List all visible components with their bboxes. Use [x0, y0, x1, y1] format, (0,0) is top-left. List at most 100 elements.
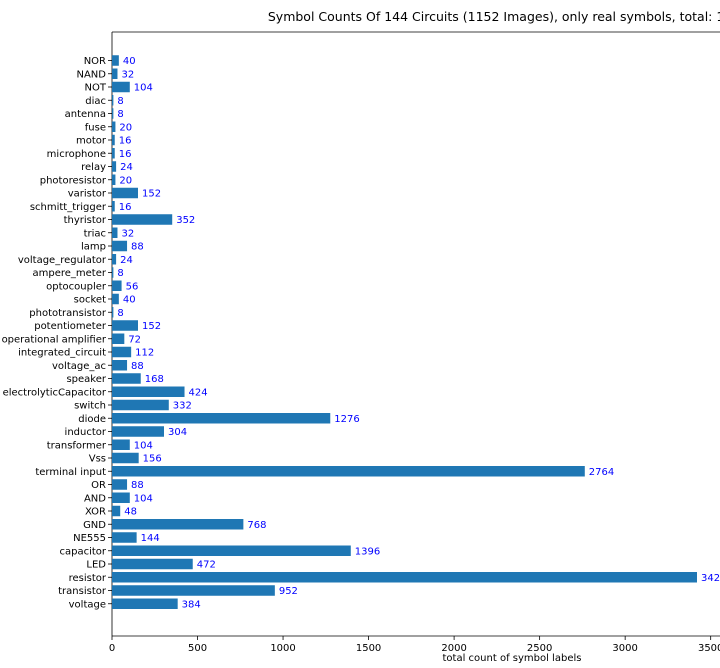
- bar-lamp: [112, 240, 128, 252]
- chart-title: Symbol Counts Of 144 Circuits (1152 Imag…: [267, 9, 720, 24]
- bar-schmitt_trigger: [112, 201, 115, 212]
- bar-value-label: 1396: [355, 546, 380, 557]
- bar-and: [112, 492, 130, 503]
- bar-terminal-input: [112, 466, 585, 477]
- y-tick-label: photoresistor: [40, 175, 107, 186]
- y-tick-label: inductor: [65, 427, 107, 438]
- bar-value-label: 2764: [589, 467, 614, 478]
- bar-ne555: [112, 532, 137, 543]
- y-tick-label: potentiometer: [34, 321, 107, 332]
- y-tick-label: voltage: [69, 599, 106, 610]
- bar-electrolyticcapacitor: [112, 386, 185, 397]
- bar-potentiometer: [112, 320, 138, 331]
- x-axis-label: total count of symbol labels: [442, 653, 582, 664]
- y-tick-label: transformer: [47, 440, 107, 451]
- bar-value-label: 88: [131, 361, 144, 372]
- y-tick-label: schmitt_trigger: [30, 202, 107, 213]
- bar-operational-amplifier: [112, 333, 125, 344]
- x-tick-label: 0: [109, 643, 115, 654]
- bar-resistor: [112, 572, 697, 583]
- bar-ampere_meter: [112, 267, 114, 278]
- bar-value-label: 768: [247, 520, 266, 531]
- bar-value-label: 152: [142, 189, 161, 200]
- bar-inductor: [112, 426, 164, 437]
- bar-value-label: 352: [176, 215, 195, 226]
- bar-value-label: 20: [119, 122, 132, 133]
- bar-value-label: 168: [145, 374, 164, 385]
- bar-thyristor: [112, 214, 173, 225]
- bar-not: [112, 81, 130, 93]
- y-tick-label: voltage_ac: [52, 361, 106, 372]
- bar-value-label: 20: [119, 175, 132, 186]
- bar-value-label: 384: [182, 599, 201, 610]
- bar-voltage: [112, 598, 178, 609]
- y-tick-label: relay: [81, 162, 106, 173]
- y-tick-label: GND: [83, 520, 106, 531]
- bar-value-label: 56: [126, 281, 139, 292]
- bar-value-label: 40: [123, 56, 136, 67]
- bar-led: [112, 558, 193, 570]
- y-tick-label: microphone: [47, 149, 106, 160]
- bar-triac: [112, 227, 118, 238]
- bar-antenna: [112, 108, 114, 119]
- bar-value-label: 88: [131, 480, 144, 491]
- y-tick-label: diode: [78, 414, 106, 425]
- bar-value-label: 8: [117, 109, 123, 120]
- y-tick-label: motor: [76, 136, 107, 147]
- y-tick-label: transistor: [58, 586, 107, 597]
- y-tick-label: fuse: [85, 122, 106, 133]
- y-tick-label: optocoupler: [46, 281, 107, 292]
- bar-value-label: 304: [168, 427, 187, 438]
- x-tick-label: 1500: [356, 643, 381, 654]
- y-tick-label: switch: [74, 401, 106, 412]
- bar-motor: [112, 134, 115, 146]
- y-tick-label: resistor: [69, 573, 107, 584]
- bar-gnd: [112, 519, 244, 530]
- y-tick-label: ampere_meter: [33, 268, 107, 279]
- y-tick-label: antenna: [65, 109, 106, 120]
- bar-value-label: 952: [279, 586, 298, 597]
- y-tick-label: lamp: [81, 242, 106, 253]
- bar-value-label: 40: [123, 295, 136, 306]
- bar-value-label: 112: [135, 348, 154, 359]
- bar-value-label: 32: [121, 69, 134, 80]
- y-tick-label: LED: [86, 560, 106, 571]
- y-tick-label: NOT: [85, 83, 107, 94]
- bar-value-label: 332: [173, 401, 192, 412]
- bar-photoresistor: [112, 174, 116, 185]
- y-tick-label: OR: [91, 480, 106, 491]
- y-tick-label: AND: [84, 493, 106, 504]
- y-tick-label: Vss: [89, 454, 106, 465]
- bar-value-label: 104: [134, 83, 153, 94]
- y-tick-label: NAND: [76, 69, 106, 80]
- bar-voltage_regulator: [112, 254, 117, 265]
- bar-speaker: [112, 373, 141, 384]
- bar-value-label: 1276: [334, 414, 359, 425]
- bar-voltage_ac: [112, 360, 128, 371]
- bar-integrated_circuit: [112, 346, 132, 358]
- bar-value-label: 104: [134, 440, 153, 451]
- bar-value-label: 424: [189, 387, 208, 398]
- bar-phototransistor: [112, 307, 114, 318]
- bar-value-label: 48: [124, 507, 137, 518]
- x-tick-label: 500: [188, 643, 207, 654]
- y-tick-label: voltage_regulator: [18, 255, 107, 266]
- bar-or: [112, 479, 128, 490]
- bar-switch: [112, 399, 169, 411]
- bar-value-label: 8: [117, 308, 123, 319]
- x-tick-label: 3000: [612, 643, 637, 654]
- bar-value-label: 152: [142, 321, 161, 332]
- bar-varistor: [112, 187, 138, 199]
- bar-value-label: 472: [197, 560, 216, 571]
- y-tick-label: speaker: [66, 374, 106, 385]
- bar-relay: [112, 161, 117, 172]
- y-tick-label: integrated_circuit: [18, 348, 106, 359]
- bar-xor: [112, 505, 121, 517]
- y-tick-label: NOR: [84, 56, 106, 67]
- y-tick-label: terminal input: [35, 467, 106, 478]
- bar-value-label: 16: [119, 202, 132, 213]
- bar-nand: [112, 68, 118, 79]
- bar-vss: [112, 452, 139, 464]
- bar-value-label: 104: [134, 493, 153, 504]
